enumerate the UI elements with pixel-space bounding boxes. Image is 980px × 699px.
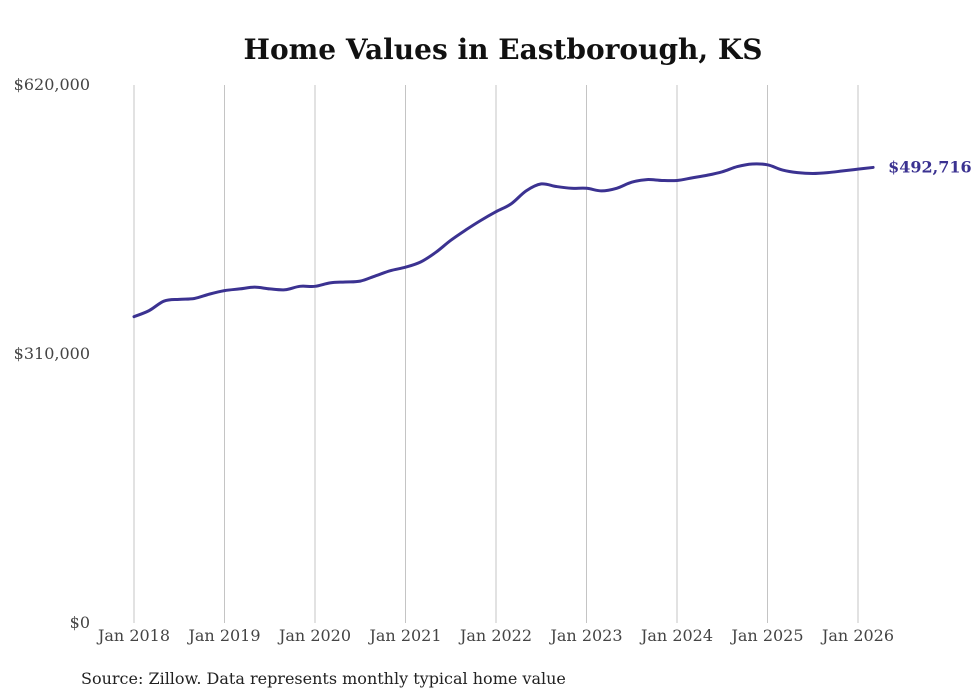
x-tick-label: Jan 2018: [96, 626, 170, 645]
latest-value-label: $492,716: [888, 157, 972, 176]
source-note: Source: Zillow. Data represents monthly …: [81, 669, 566, 688]
y-tick-label: $620,000: [14, 75, 90, 94]
y-tick-label: $310,000: [14, 344, 90, 363]
x-tick-label: Jan 2026: [820, 626, 894, 645]
y-tick-label: $0: [70, 613, 90, 632]
home-value-line: [132, 162, 875, 319]
x-tick-label: Jan 2025: [729, 626, 803, 645]
x-axis-ticks: Jan 2018 Jan 2019 Jan 2020 Jan 2021 Jan 2022…: [96, 626, 894, 645]
x-tick-label: Jan 2022: [458, 626, 532, 645]
x-tick-label: Jan 2024: [639, 626, 713, 645]
chart-title: Home Values in Eastborough, KS: [244, 33, 763, 66]
x-tick-label: Jan 2019: [186, 626, 260, 645]
x-tick-label: Jan 2021: [367, 626, 441, 645]
x-tick-label: Jan 2020: [277, 626, 351, 645]
x-tick-label: Jan 2023: [548, 626, 622, 645]
y-axis-ticks: $0 $310,000 $620,000: [14, 75, 90, 632]
gridlines: [133, 85, 859, 623]
